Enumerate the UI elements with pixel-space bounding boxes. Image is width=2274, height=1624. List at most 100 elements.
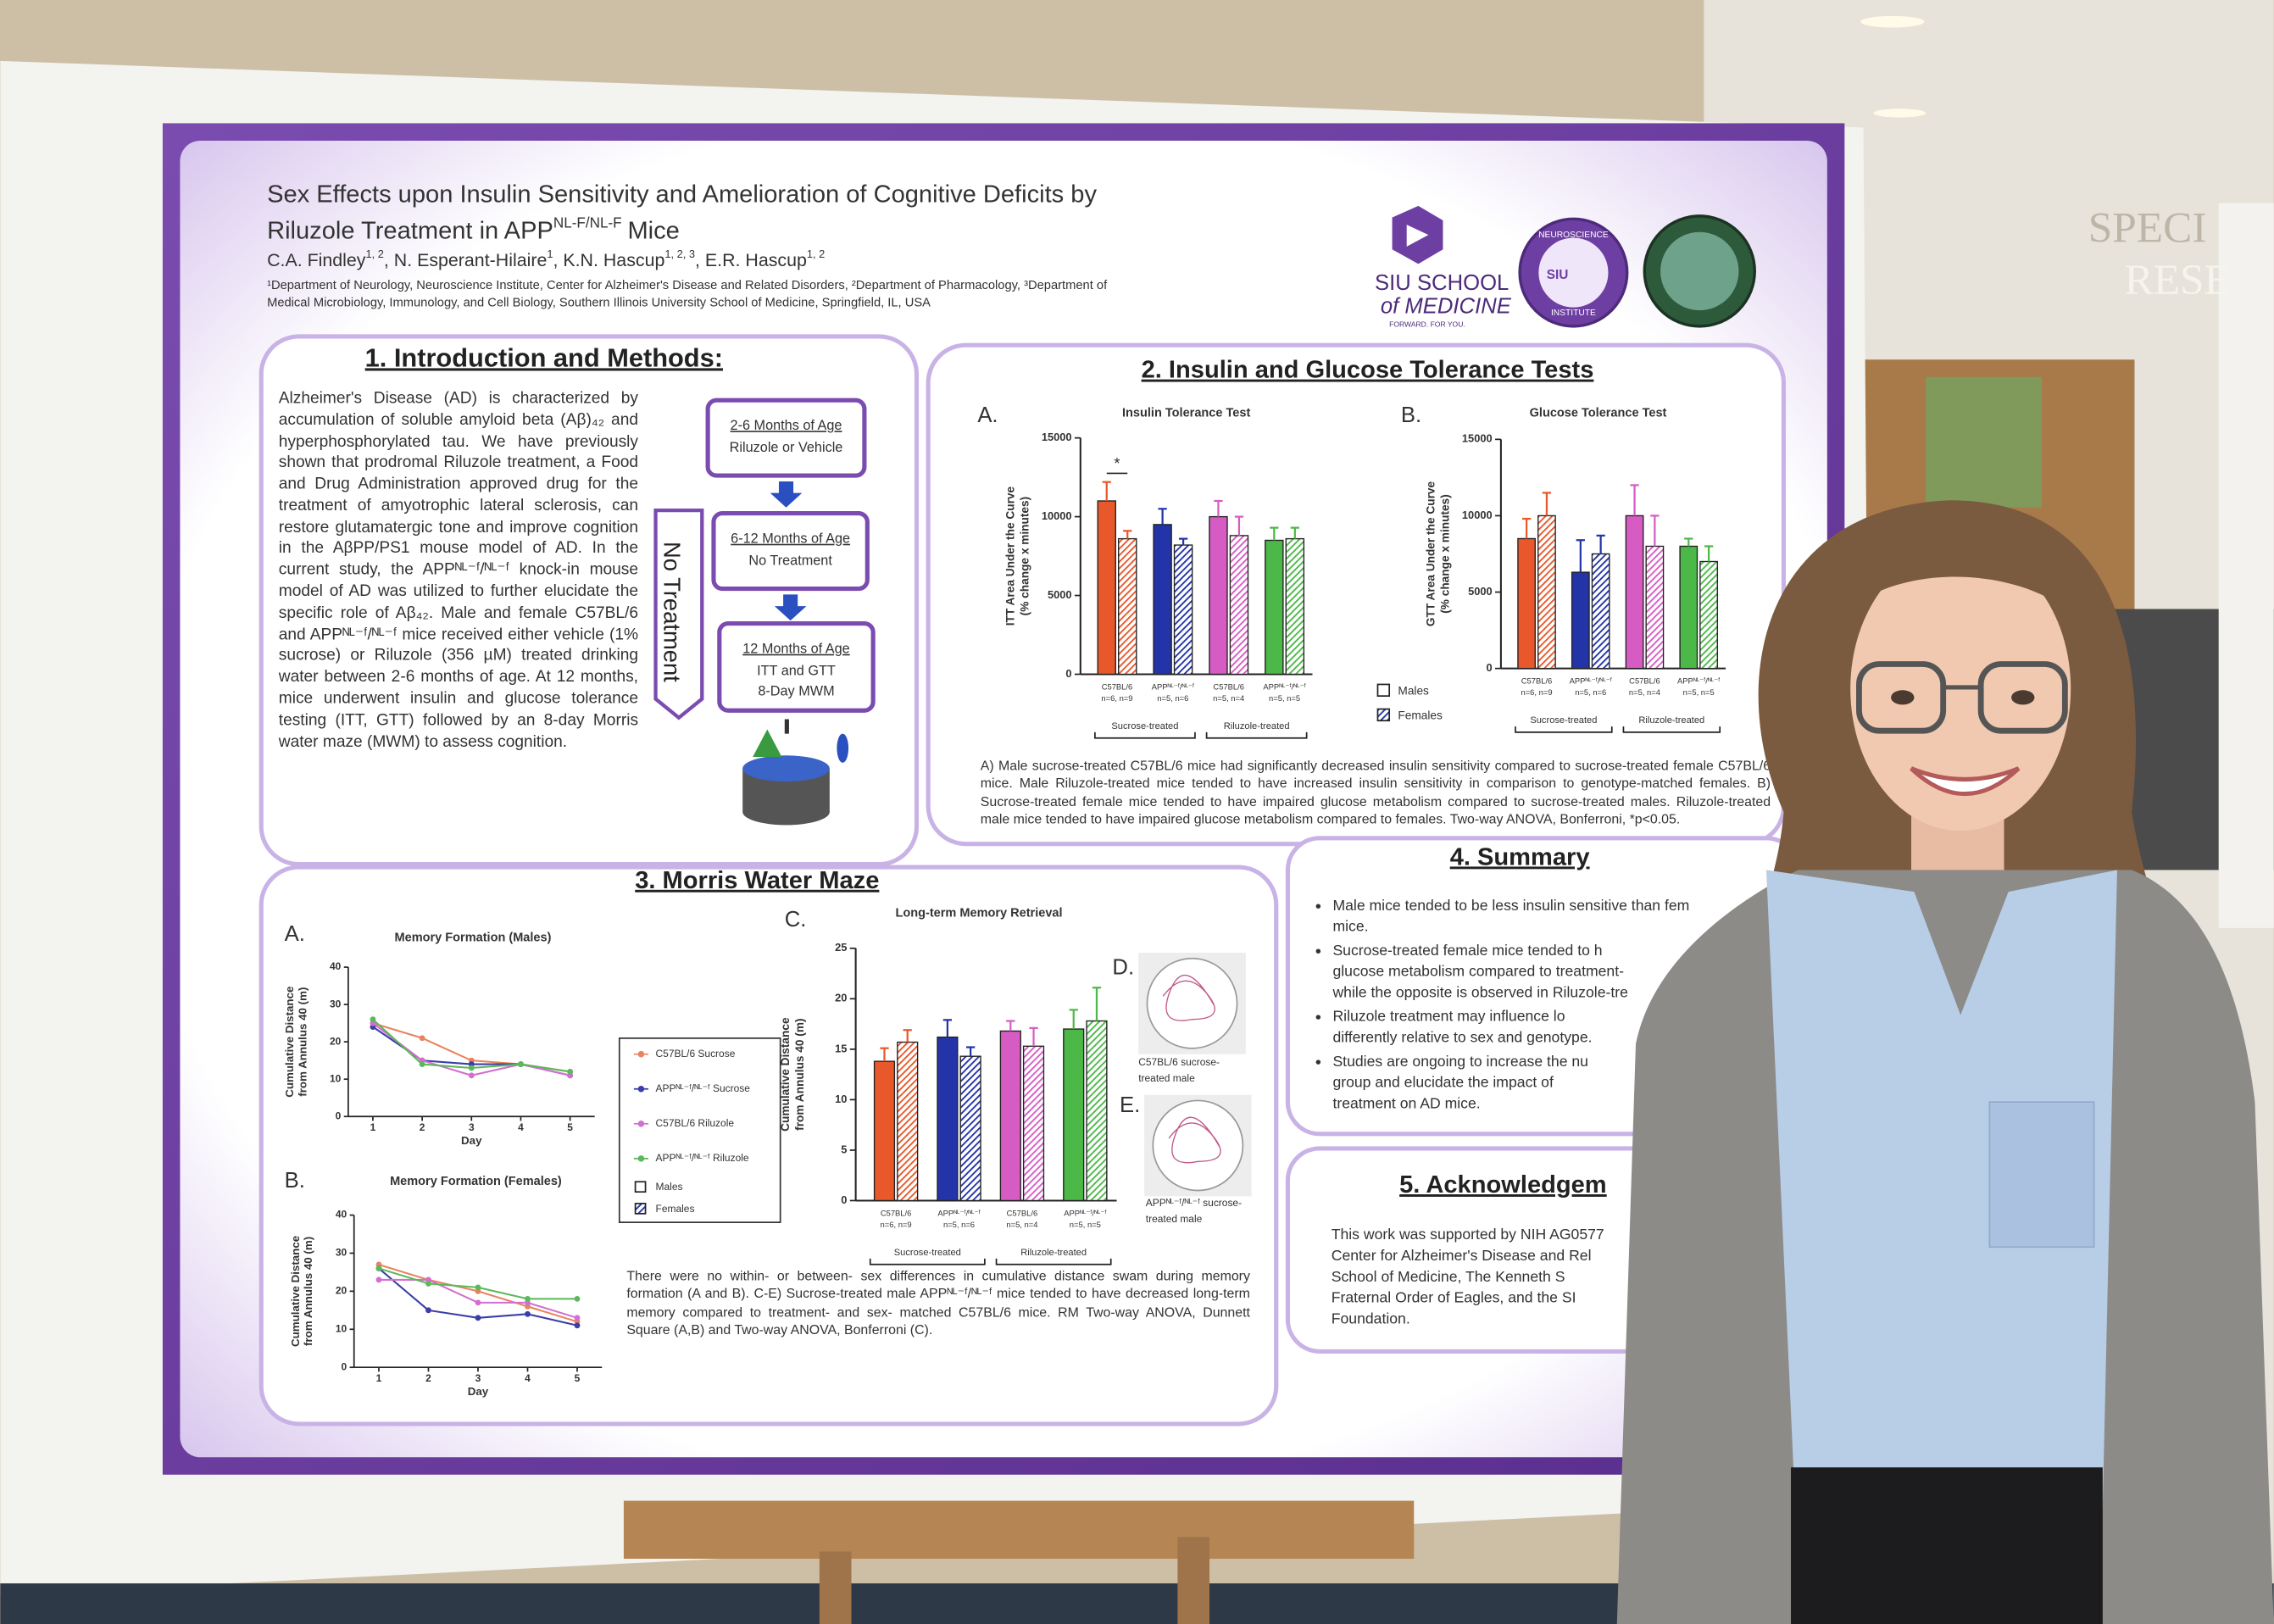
y-axis-label: from Annulus 40 (m) [296, 987, 309, 1097]
x-tick-label: APPᴺᴸ⁻ᶠ/ᴺᴸ⁻ᶠ [1152, 681, 1194, 691]
legend-label: APPᴺᴸ⁻ᶠ/ᴺᴸ⁻ᶠ Sucrose [656, 1082, 751, 1094]
summary-text: Studies are ongoing to increase the nu [1332, 1053, 1588, 1070]
image-caption: APPᴺᴸ⁻ᶠ/ᴺᴸ⁻ᶠ sucrose- [1146, 1197, 1242, 1209]
data-point [567, 1068, 574, 1075]
data-point [419, 1061, 425, 1068]
y-tick-label: 10 [336, 1322, 347, 1334]
authors: C.A. Findley1, 2, N. Esperant-Hilaire1, … [267, 247, 825, 270]
seal-text: NEUROSCIENCE [1538, 231, 1609, 240]
legend-swatch [634, 1181, 647, 1193]
x-tick-label: 5 [575, 1372, 581, 1384]
group-label: Riluzole-treated [1224, 721, 1290, 731]
x-tick-label: APPᴺᴸ⁻ᶠ/ᴺᴸ⁻ᶠ [1677, 676, 1720, 686]
bar [1517, 537, 1536, 670]
x-tick-label: C57BL/6 [1102, 681, 1133, 691]
summary-text: Male mice tended to be less insulin sens… [1332, 897, 1689, 914]
eye [2011, 690, 2035, 705]
bar [1153, 524, 1172, 676]
x-tick-label: 2 [425, 1372, 431, 1384]
data-point [525, 1295, 531, 1302]
panel-label: E. [1120, 1093, 1140, 1117]
summary-text: while the opposite is observed in Riluzo… [1332, 983, 1628, 1000]
bullet [1315, 1059, 1321, 1065]
legend-box [618, 1037, 781, 1223]
swim-track [1162, 974, 1215, 1021]
y-axis-label: GTT Area Under the Curve [1424, 481, 1437, 627]
x-tick-label: n=6, n=9 [1101, 693, 1132, 703]
x-tick-label: 2 [420, 1121, 425, 1133]
flow-arrow [770, 481, 803, 508]
bar [1645, 545, 1665, 670]
seal-text: SIU [1547, 268, 1569, 282]
bar [1229, 535, 1249, 676]
x-tick-label: n=5, n=5 [1269, 693, 1300, 703]
data-point [468, 1072, 475, 1079]
poster-title: Riluzole Treatment in APPNL-F/NL-F Mice [267, 214, 680, 244]
title-part: Riluzole Treatment in APP [267, 217, 553, 244]
timeline-box [717, 621, 876, 713]
legend-label: Males [1398, 685, 1429, 698]
summary-text: Riluzole treatment may influence lo [1332, 1008, 1565, 1025]
y-tick-label: 5000 [1048, 588, 1072, 601]
timeline-text: Riluzole or Vehicle [730, 440, 843, 455]
x-tick-label: n=5, n=4 [1629, 687, 1660, 697]
data-point [425, 1280, 431, 1287]
ceiling-light [1873, 108, 1927, 118]
caption-box: A) Male sucrose-treated C57BL/6 mice had… [981, 759, 1771, 826]
panel-label: D. [1112, 956, 1134, 980]
maze-base [742, 798, 830, 826]
x-tick-label: C57BL/6 [1629, 676, 1660, 686]
timeline-box [711, 511, 870, 592]
group-bracket [1622, 726, 1721, 733]
y-tick-label: 0 [336, 1110, 342, 1121]
x-tick-label: APPᴺᴸ⁻ᶠ/ᴺᴸ⁻ᶠ [1064, 1208, 1106, 1217]
image-caption: treated male [1138, 1072, 1195, 1084]
intro-text: Alzheimer's Disease (AD) is characterize… [278, 390, 639, 751]
x-tick-label: n=5, n=4 [1006, 1220, 1037, 1229]
y-axis-label: (% change x minutes) [1018, 497, 1031, 616]
x-tick-label: n=5, n=4 [1213, 693, 1244, 703]
x-tick-label: n=5, n=6 [943, 1220, 975, 1229]
title-part: Mice [627, 217, 679, 244]
author-sup: 1, 2 [365, 247, 383, 260]
side-label: No Treatment [659, 542, 685, 682]
data-point [425, 1307, 431, 1314]
y-tick-label: 0 [341, 1360, 347, 1372]
easel [623, 1500, 1415, 1560]
bar [959, 1055, 981, 1202]
y-tick-label: 40 [336, 1209, 347, 1221]
x-tick-label: 4 [525, 1372, 531, 1384]
y-tick-label: 10 [835, 1093, 847, 1105]
summary-text: Sucrose-treated female mice tended to h [1332, 942, 1602, 959]
summary-text: treatment on AD mice. [1332, 1094, 1480, 1111]
y-tick-label: 15 [835, 1042, 847, 1054]
bar [1591, 553, 1610, 670]
group-bracket [1094, 731, 1196, 739]
bar [1285, 537, 1305, 676]
panel-label: B. [1401, 403, 1421, 427]
bangs [1849, 544, 2074, 617]
smile [1910, 766, 2021, 797]
panel-label: C. [785, 908, 807, 932]
bullet [1315, 1015, 1321, 1020]
author-name: C.A. Findley [267, 250, 366, 270]
y-tick-label: 15000 [1462, 432, 1493, 445]
y-tick-label: 10000 [1462, 509, 1493, 521]
lab-seal-inner [1660, 231, 1739, 311]
timeline-box [705, 398, 867, 478]
glasses-lens [1977, 661, 2068, 734]
y-tick-label: 15000 [1042, 431, 1072, 443]
bar [1063, 1028, 1085, 1202]
shirt-pocket [1988, 1101, 2095, 1249]
logo-text: of MEDICINE [1381, 294, 1512, 318]
pillar [2218, 203, 2274, 928]
x-axis-label: Day [461, 1134, 482, 1147]
y-tick-label: 0 [1065, 667, 1071, 680]
x-tick-label: 3 [475, 1372, 481, 1384]
bar [1118, 537, 1137, 676]
chart-title: Glucose Tolerance Test [1530, 406, 1667, 420]
data-point [475, 1284, 481, 1291]
bar [1173, 544, 1193, 676]
x-tick-label: n=5, n=6 [1157, 693, 1188, 703]
group-bracket [995, 1258, 1112, 1265]
